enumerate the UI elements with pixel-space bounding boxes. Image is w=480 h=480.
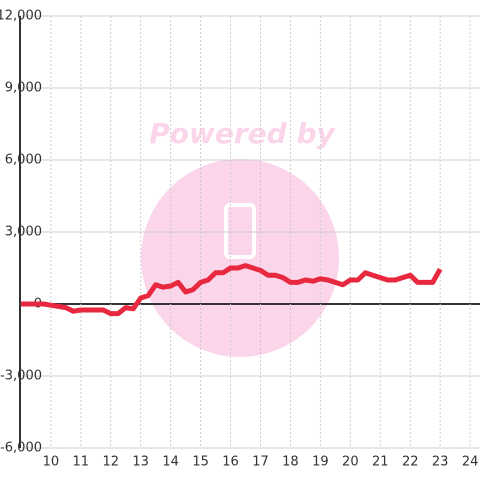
y-tick-label: -3,000 <box>0 369 42 384</box>
x-tick-label: 17 <box>252 455 269 470</box>
x-tick-label: 21 <box>372 455 389 470</box>
y-tick-label: 3,000 <box>5 225 42 240</box>
x-tick-label: 20 <box>342 455 359 470</box>
x-tick-label: 15 <box>192 455 209 470</box>
x-tick-label: 18 <box>282 455 299 470</box>
x-tick-label: 12 <box>102 455 119 470</box>
x-tick-label: 23 <box>432 455 449 470</box>
y-tick-label: 9,000 <box>5 81 42 96</box>
x-tick-label: 16 <box>222 455 239 470</box>
x-tick-label: 24 <box>462 455 479 470</box>
x-tick-label: 14 <box>162 455 179 470</box>
y-tick-label: -6,000 <box>0 441 42 456</box>
x-tick-label: 22 <box>402 455 419 470</box>
watermark-icon <box>224 203 256 259</box>
x-tick-label: 13 <box>132 455 149 470</box>
y-tick-label: 6,000 <box>5 153 42 168</box>
x-tick-label: 10 <box>43 455 60 470</box>
x-tick-label: 19 <box>312 455 329 470</box>
x-tick-label: 11 <box>73 455 90 470</box>
watermark-text: Powered by <box>149 117 336 150</box>
line <box>20 263 443 317</box>
